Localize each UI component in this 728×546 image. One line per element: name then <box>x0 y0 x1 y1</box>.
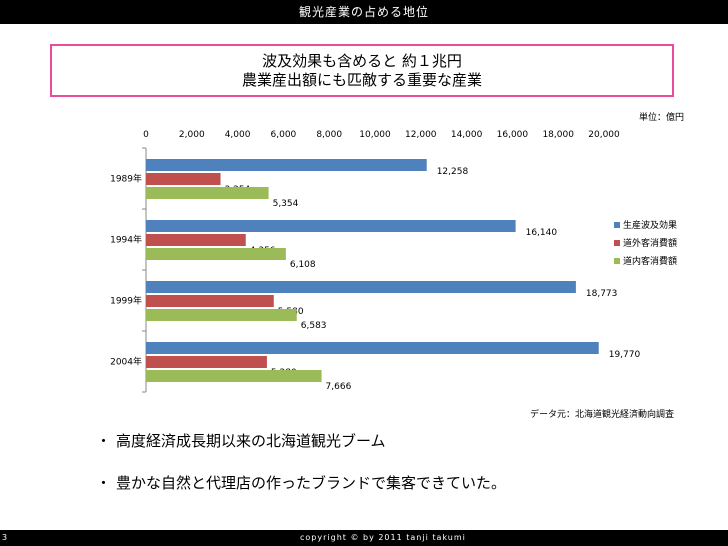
x-tick-label: 14,000 <box>451 130 483 140</box>
data-source: データ元：北海道観光経済動向調査 <box>530 410 675 420</box>
legend-swatch <box>614 240 620 246</box>
unit-label: 単位：億円 <box>638 113 684 123</box>
headline-box: 波及効果も含めると 約１兆円 農業産出額にも匹敵する重要な産業 <box>50 44 674 97</box>
bar <box>146 173 221 185</box>
data-label: 12,258 <box>437 167 469 177</box>
bar <box>146 234 246 246</box>
legend-label: 道外客消費額 <box>623 237 677 249</box>
bar <box>146 281 576 293</box>
x-tick-label: 2,000 <box>179 130 205 140</box>
x-tick-label: 6,000 <box>271 130 297 140</box>
slide-title-bar: 観光産業の占める地位 <box>0 0 728 24</box>
bullet-mark: ・ <box>96 432 112 450</box>
slide-title: 観光産業の占める地位 <box>298 5 429 19</box>
bar <box>146 356 267 368</box>
bar <box>146 342 599 354</box>
data-label: 6,108 <box>290 260 316 270</box>
category-label: 1999年 <box>110 295 142 307</box>
legend-swatch <box>614 222 620 228</box>
page-number: 3 <box>2 533 8 542</box>
headline-line-2: 農業産出額にも匹敵する重要な産業 <box>241 71 482 89</box>
bullet-item: ・ 高度経済成長期以来の北海道観光ブーム <box>96 430 506 472</box>
bar <box>146 187 269 199</box>
legend-swatch <box>614 258 620 264</box>
x-tick-label: 18,000 <box>542 130 574 140</box>
copyright: copyright © by 2011 tanji takumi <box>300 533 466 542</box>
x-tick-label: 16,000 <box>497 130 529 140</box>
bar <box>146 309 297 321</box>
bullet-mark: ・ <box>96 474 112 492</box>
bar <box>146 370 322 382</box>
data-label: 5,354 <box>273 199 299 209</box>
x-tick-label: 12,000 <box>405 130 437 140</box>
legend-label: 道内客消費額 <box>623 255 677 267</box>
bullet-item: ・ 豊かな自然と代理店の作ったブランドで集客できていた。 <box>96 472 506 514</box>
bullet-list: ・ 高度経済成長期以来の北海道観光ブーム ・ 豊かな自然と代理店の作ったブランド… <box>96 430 506 514</box>
bullet-text: 豊かな自然と代理店の作ったブランドで集客できていた。 <box>116 474 507 492</box>
x-tick-label: 20,000 <box>588 130 620 140</box>
data-label: 18,773 <box>586 289 618 299</box>
category-label: 1994年 <box>110 234 142 246</box>
category-label: 2004年 <box>110 356 142 368</box>
bar <box>146 159 427 171</box>
x-tick-label: 8,000 <box>316 130 342 140</box>
bar <box>146 248 286 260</box>
headline-line-1: 波及効果も含めると 約１兆円 <box>262 52 462 70</box>
x-tick-label: 10,000 <box>359 130 391 140</box>
footer-bar: 3 copyright © by 2011 tanji takumi <box>0 530 728 546</box>
x-tick-label: 4,000 <box>225 130 251 140</box>
bar <box>146 295 274 307</box>
data-label: 6,583 <box>301 321 327 331</box>
bar <box>146 220 516 232</box>
category-label: 1989年 <box>110 173 142 185</box>
x-tick-label: 0 <box>143 130 149 140</box>
data-label: 7,666 <box>326 382 352 392</box>
bullet-text: 高度経済成長期以来の北海道観光ブーム <box>116 432 386 450</box>
data-label: 19,770 <box>609 350 641 360</box>
data-label: 16,140 <box>526 228 558 238</box>
legend-label: 生産波及効果 <box>623 219 677 231</box>
